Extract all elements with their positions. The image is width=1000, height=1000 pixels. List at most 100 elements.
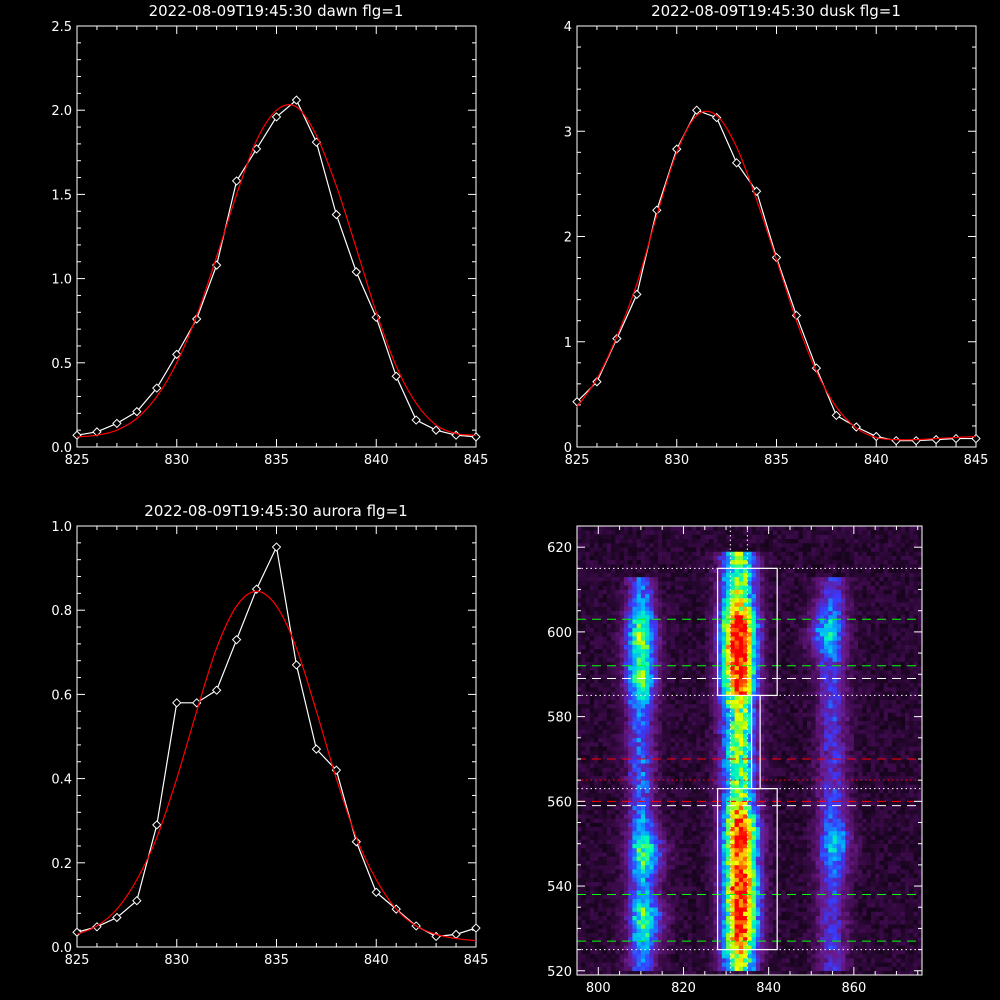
heatmap-cell — [798, 856, 804, 861]
heatmap-cell — [738, 750, 744, 756]
heatmap-cell — [743, 953, 748, 959]
heatmap-cell — [645, 941, 650, 946]
heatmap-cell — [662, 936, 667, 942]
heatmap-cell — [585, 936, 591, 942]
heatmap-cell — [721, 970, 727, 975]
heatmap-cell — [772, 958, 778, 963]
heatmap-cell — [577, 758, 582, 764]
heatmap-cell — [619, 890, 625, 895]
heatmap-cell — [811, 941, 816, 946]
heatmap-cell — [623, 784, 629, 789]
heatmap-cell — [683, 953, 689, 959]
heatmap-cell — [628, 797, 633, 802]
heatmap-cell — [892, 936, 897, 942]
heatmap-cell — [849, 814, 855, 819]
heatmap-cell — [777, 754, 782, 760]
heatmap-cell — [887, 822, 893, 828]
heatmap-cell — [789, 767, 795, 772]
heatmap-cell — [845, 818, 850, 823]
heatmap-cell — [798, 763, 804, 768]
heatmap-cell — [589, 733, 595, 739]
heatmap-cell — [640, 801, 646, 806]
heatmap-cell — [674, 919, 680, 925]
heatmap-cell — [585, 780, 591, 785]
heatmap-cell — [615, 775, 620, 781]
heatmap-cell — [879, 898, 884, 904]
heatmap-cell — [743, 928, 748, 933]
heatmap-cell — [760, 839, 765, 844]
heatmap-cell — [755, 814, 761, 819]
heatmap-cell — [734, 958, 740, 963]
heatmap-cell — [764, 945, 769, 950]
heatmap-cell — [683, 852, 689, 857]
heatmap-cell — [917, 915, 922, 921]
heatmap-cell — [602, 915, 608, 921]
heatmap-cell — [879, 915, 884, 921]
heatmap-cell — [602, 805, 608, 811]
heatmap-cell — [853, 733, 859, 739]
heatmap-cell — [853, 792, 859, 798]
heatmap-cell — [777, 932, 782, 938]
heatmap-cell — [602, 890, 608, 895]
heatmap-cell — [721, 742, 727, 747]
heatmap-cell — [747, 877, 752, 883]
heatmap-cell — [585, 809, 591, 815]
heatmap-cell — [764, 767, 769, 772]
heatmap-cell — [811, 763, 816, 768]
heatmap-cell — [717, 898, 723, 904]
heatmap-cell — [692, 784, 697, 789]
heatmap-cell — [853, 970, 859, 975]
heatmap-cell — [862, 911, 867, 916]
heatmap-cell — [734, 737, 740, 743]
heatmap-cell — [751, 775, 757, 781]
heatmap-cell — [679, 847, 684, 853]
heatmap-cell — [734, 928, 740, 933]
heatmap-cell — [815, 809, 821, 815]
heatmap-cell — [870, 835, 876, 840]
heatmap-cell — [781, 864, 787, 870]
heatmap-cell — [730, 814, 735, 819]
heatmap-cell — [666, 949, 672, 955]
heatmap-cell — [870, 962, 876, 967]
heatmap-cell — [594, 962, 599, 967]
heatmap-cell — [649, 797, 654, 802]
heatmap-cell — [866, 839, 872, 844]
heatmap-cell — [883, 932, 889, 938]
heatmap-cell — [824, 835, 829, 840]
heatmap-cell — [841, 784, 846, 789]
heatmap-cell — [807, 907, 812, 912]
heatmap-cell — [653, 860, 659, 866]
heatmap-cell — [862, 962, 867, 967]
heatmap-cell — [900, 830, 906, 836]
heatmap-cell — [772, 945, 778, 950]
heatmap-cell — [730, 805, 735, 811]
heatmap-cell — [666, 775, 672, 781]
heatmap-cell — [726, 966, 731, 972]
heatmap-cell — [721, 911, 727, 916]
y-tick-label: 0.4 — [51, 773, 72, 788]
heatmap-cell — [764, 818, 769, 823]
heatmap-cell — [589, 788, 595, 794]
heatmap-cell — [577, 924, 582, 929]
heatmap-cell — [909, 775, 914, 781]
heatmap-cell — [802, 958, 808, 963]
heatmap-cell — [747, 962, 752, 967]
heatmap-cell — [662, 830, 667, 836]
heatmap-cell — [721, 737, 727, 743]
heatmap-cell — [870, 886, 876, 891]
heatmap-cell — [721, 936, 727, 942]
heatmap-cell — [892, 953, 897, 959]
heatmap-cell — [743, 847, 748, 853]
heatmap-cell — [619, 775, 625, 781]
heatmap-cell — [700, 733, 706, 739]
heatmap-cell — [704, 915, 710, 921]
heatmap-cell — [751, 860, 757, 866]
heatmap-cell — [602, 737, 608, 743]
heatmap-cell — [904, 958, 910, 963]
heatmap-cell — [909, 847, 914, 853]
heatmap-cell — [887, 945, 893, 950]
heatmap-cell — [824, 814, 829, 819]
heatmap-cell — [611, 788, 616, 794]
heatmap-cell — [683, 902, 689, 908]
heatmap-cell — [836, 881, 842, 887]
